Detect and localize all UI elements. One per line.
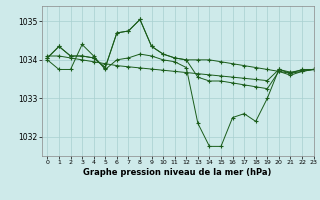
X-axis label: Graphe pression niveau de la mer (hPa): Graphe pression niveau de la mer (hPa) (84, 168, 272, 177)
